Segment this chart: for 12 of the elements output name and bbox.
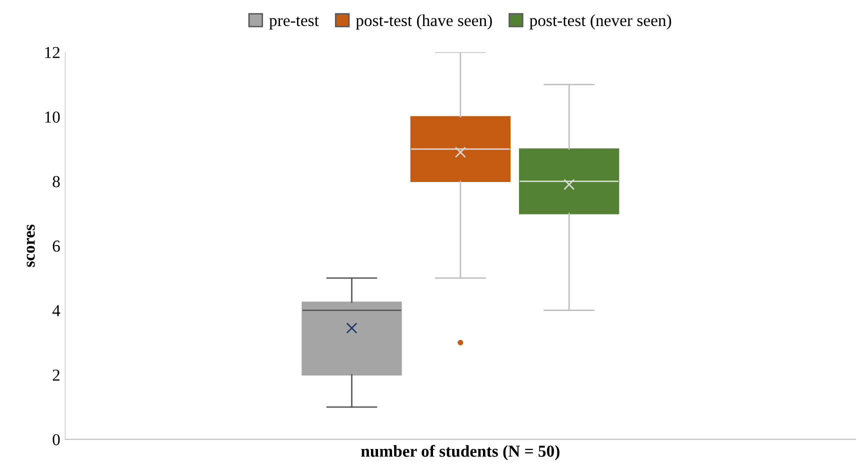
x-axis-title: number of students (N = 50) — [361, 444, 560, 460]
legend-label: pre-test — [269, 16, 319, 30]
y-tick-label: 10 — [45, 111, 60, 123]
y-tick-label: 2 — [52, 370, 60, 381]
legend-label: post-test (never seen) — [530, 14, 672, 30]
y-tick-label: 4 — [52, 305, 60, 316]
y-axis-title: scores — [26, 224, 35, 267]
y-tick-label: 0 — [52, 434, 60, 446]
y-tick-label: 8 — [52, 176, 60, 188]
y-tick-label: 12 — [45, 46, 60, 58]
y-tick-label: 6 — [52, 240, 60, 252]
legend-label: post-test (have seen) — [356, 14, 492, 30]
